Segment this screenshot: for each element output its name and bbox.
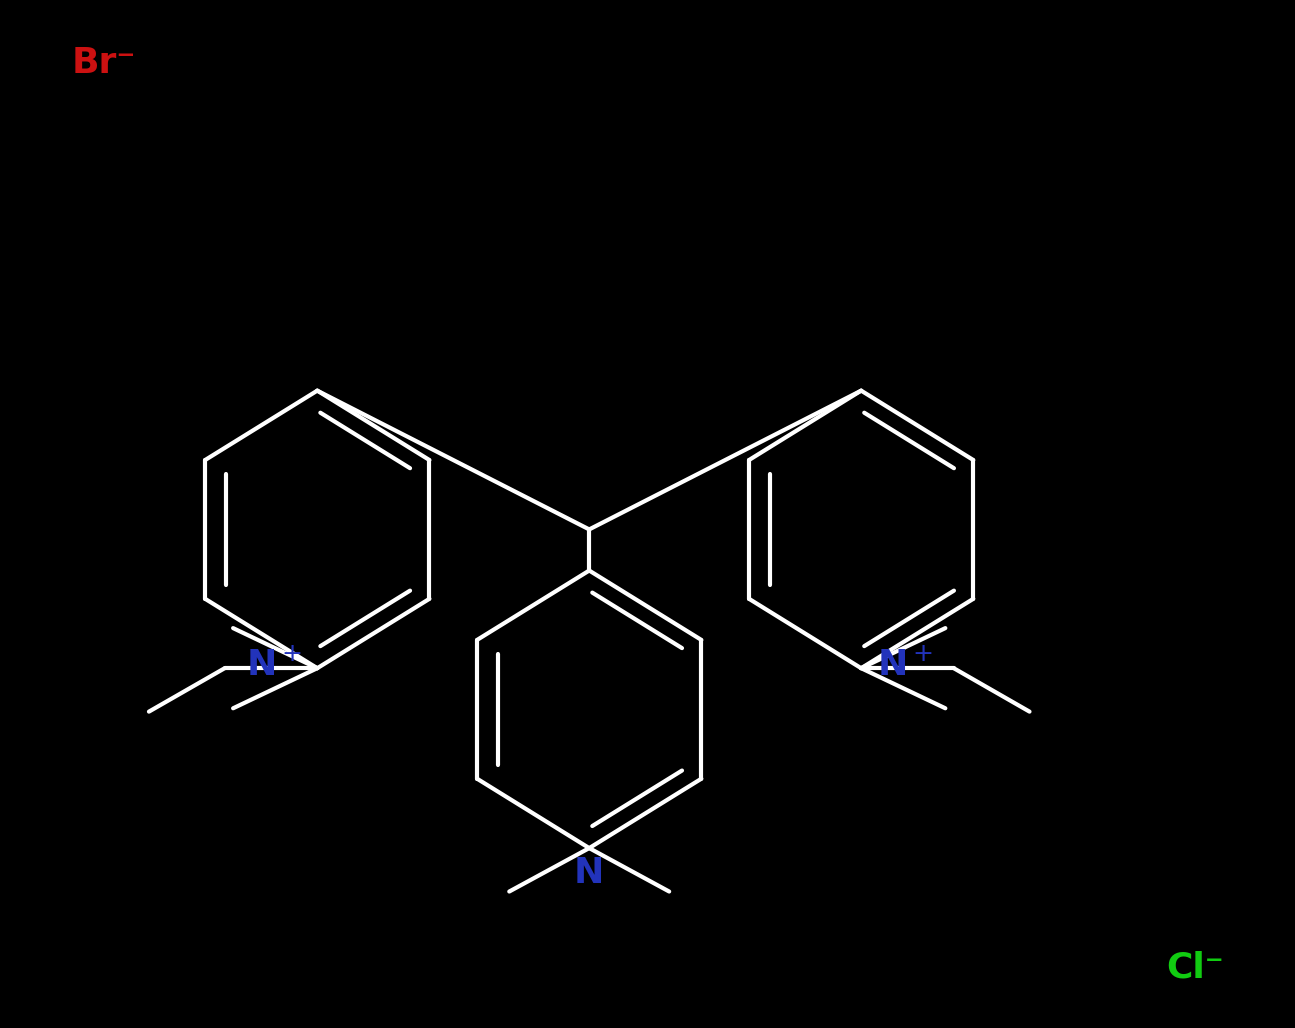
Text: N$^+$: N$^+$ bbox=[877, 648, 932, 683]
Text: Br⁻: Br⁻ bbox=[71, 46, 136, 80]
Text: N$^+$: N$^+$ bbox=[246, 648, 302, 683]
Text: N: N bbox=[574, 856, 605, 890]
Text: Cl⁻: Cl⁻ bbox=[1166, 951, 1224, 985]
